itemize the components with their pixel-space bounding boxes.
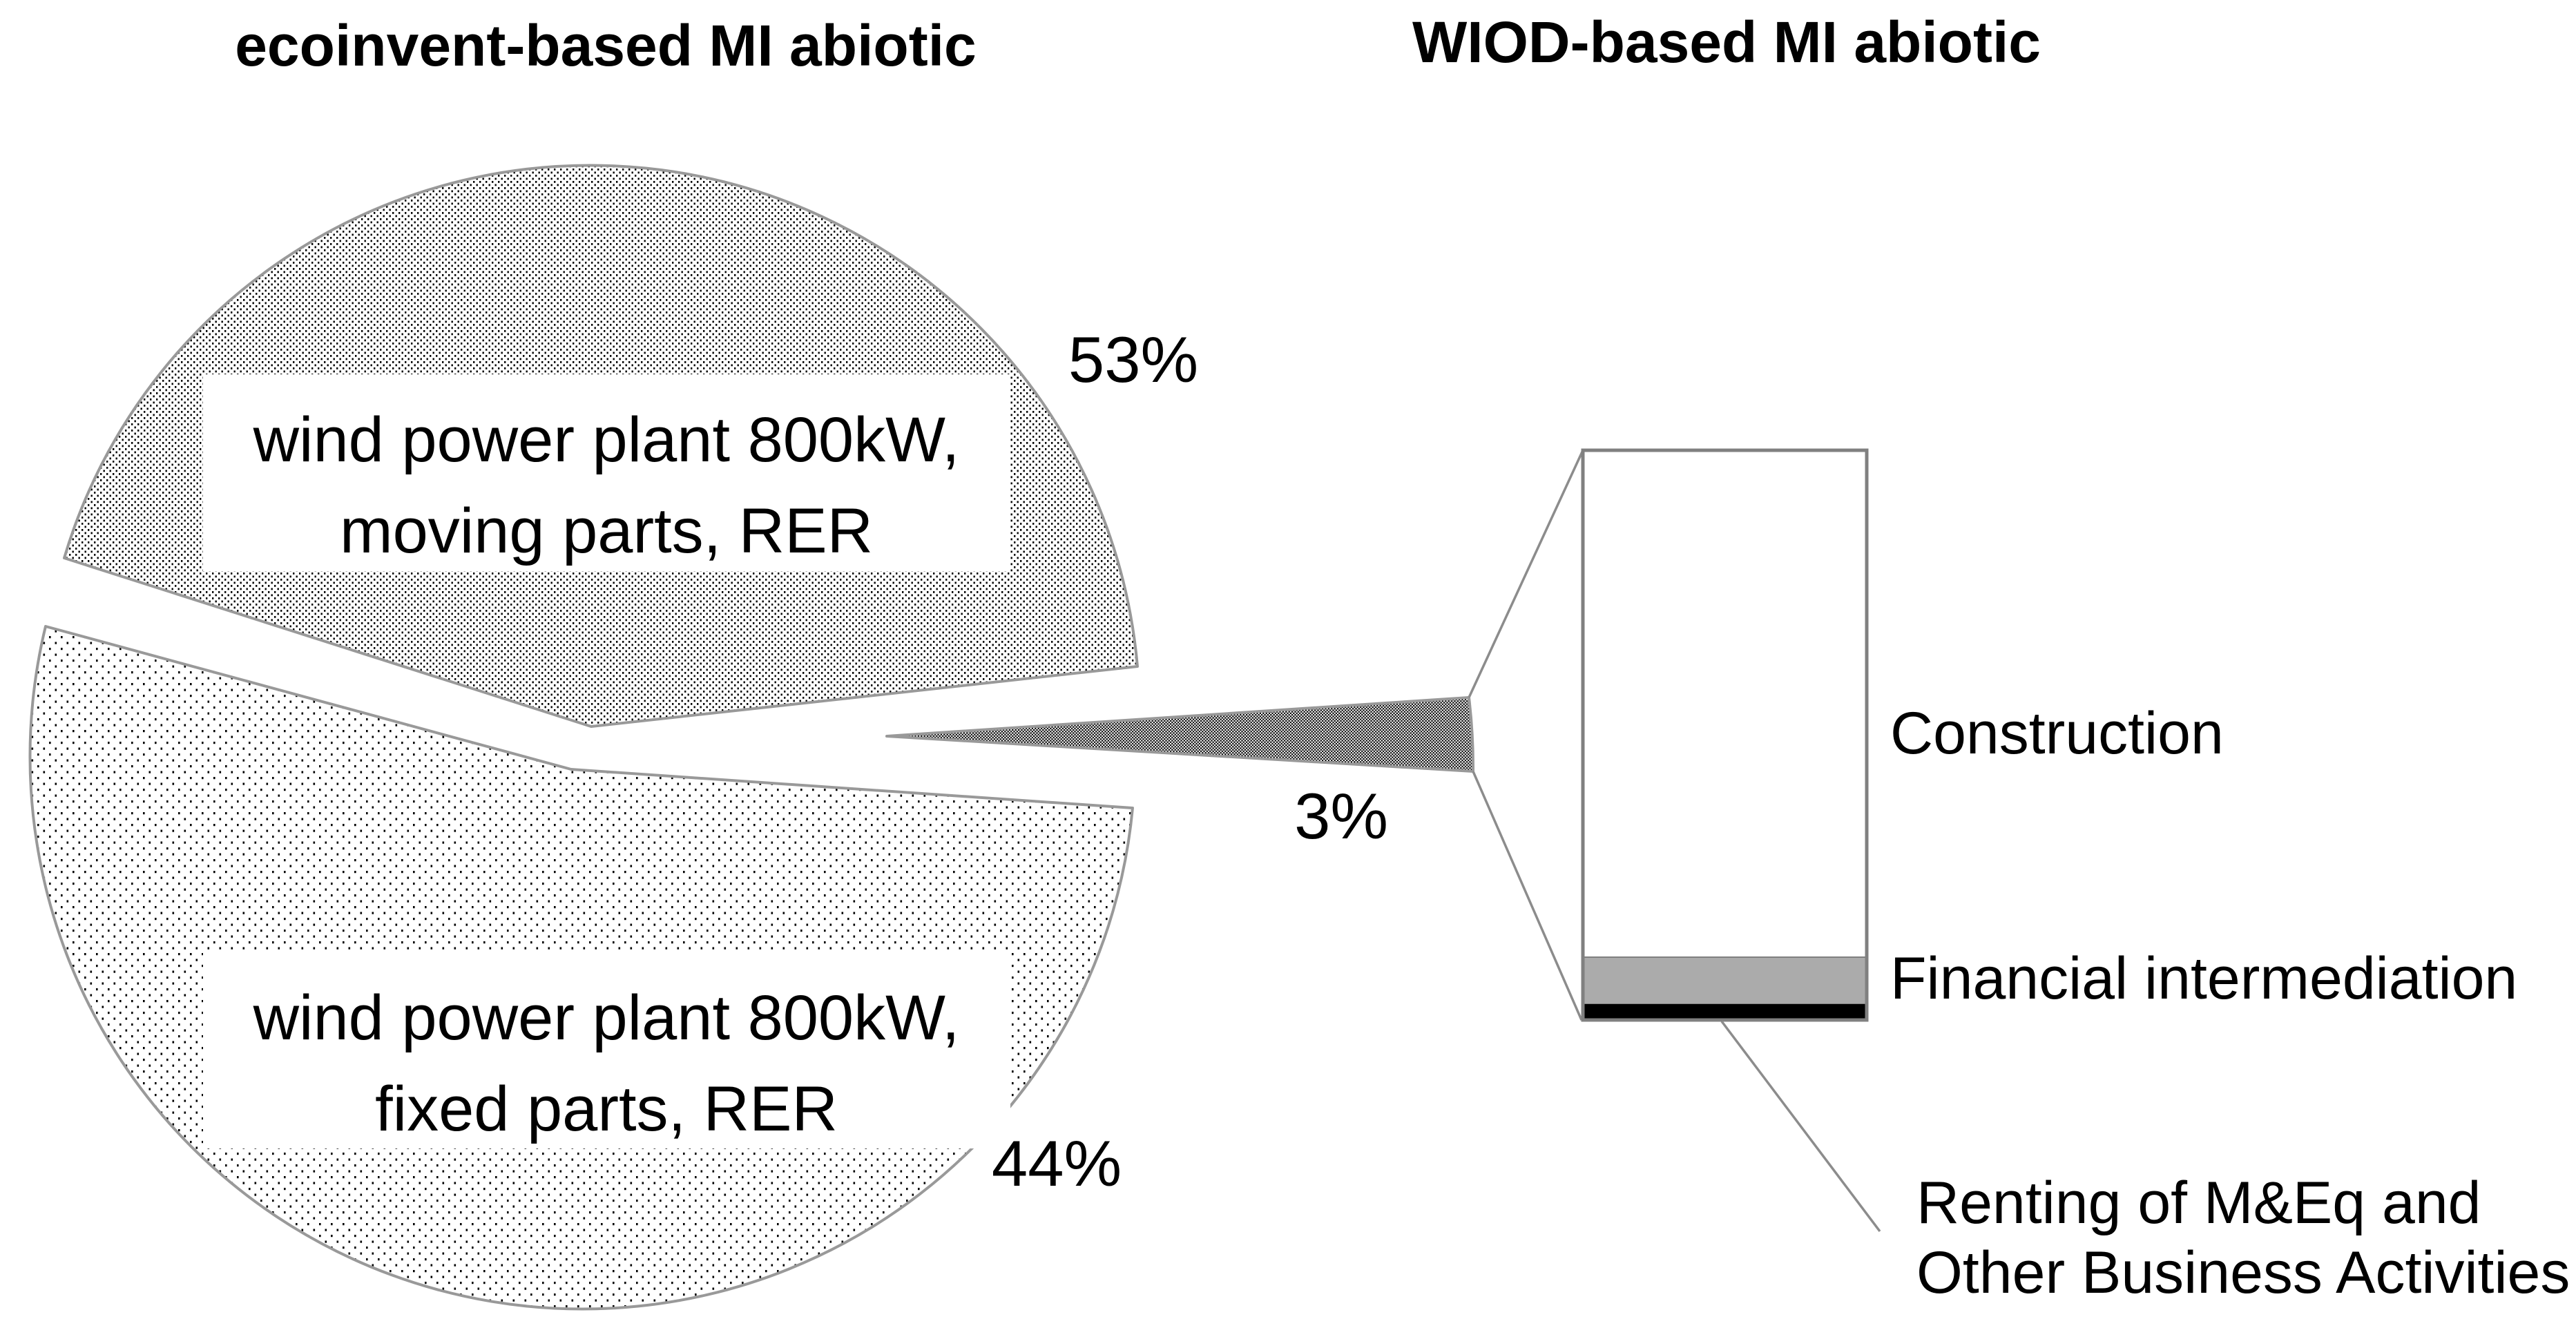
bar-title: WIOD-based MI abiotic [1412,10,2041,75]
pie-title: ecoinvent-based MI abiotic [235,13,977,78]
bar-segment-financial-intermediation [1582,956,1867,1005]
financial-intermediation-label: Financial intermediation [1890,945,2517,1012]
callout-line-bottom [1472,771,1583,1021]
pct-label-53: 53% [1068,323,1198,396]
pie-slice-3pct [885,696,1475,773]
fixed-parts-label-line2: fixed parts, RER [375,1074,838,1144]
pct-label-44: 44% [992,1127,1122,1200]
bar-outline [1581,448,1869,1022]
pie-chart: ecoinvent-based MI abiotic wind power pl… [28,13,1475,1311]
callout-connector [1468,450,1584,1021]
renting-label-line1: Renting of M&Eq and [1916,1170,2481,1236]
construction-label: Construction [1890,700,2224,767]
renting-label-line2: Other Business Activities [1916,1240,2570,1306]
bar-segment-construction [1583,450,1867,957]
label-box-fixed-parts [203,953,1010,1148]
fixed-parts-label-line1: wind power plant 800kW, [253,983,960,1053]
moving-parts-label-line2: moving parts, RER [340,496,873,566]
bar-segment-renting [1583,1004,1867,1020]
callout-line-top [1468,450,1584,698]
pct-label-3: 3% [1294,780,1388,852]
label-box-moving-parts [203,374,1010,571]
stacked-bar-chart: WIOD-based MI abiotic Construction Finan… [1412,10,2570,1306]
renting-leader-line [1720,1020,1881,1233]
moving-parts-label-line1: wind power plant 800kW, [253,405,960,475]
